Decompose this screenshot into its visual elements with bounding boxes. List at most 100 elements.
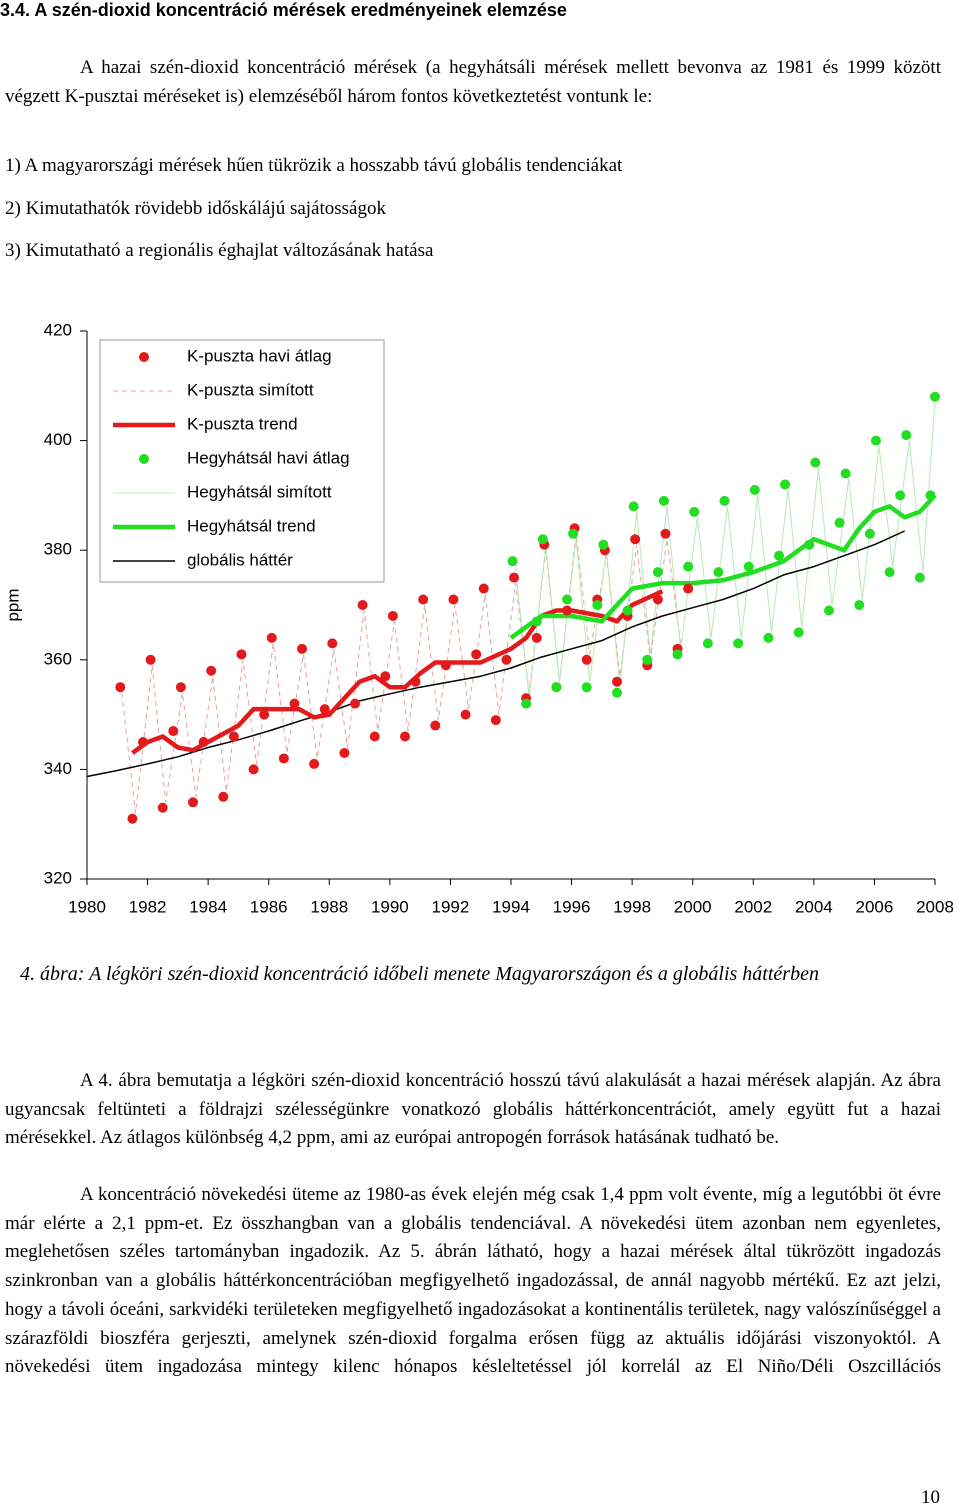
x-tick-label: 1980 [68, 897, 106, 916]
data-point [925, 490, 936, 501]
data-point [188, 797, 198, 808]
data-point [127, 813, 138, 824]
data-point [297, 643, 308, 654]
data-point [864, 528, 875, 539]
data-point [592, 600, 603, 610]
data-point [713, 567, 724, 578]
legend-symbol [139, 454, 149, 464]
caption: 4. ábra: A légköri szén-dioxid koncentrá… [20, 963, 819, 985]
x-tick-label: 1994 [492, 897, 530, 916]
data-point [763, 632, 774, 643]
x-tick-label: 1990 [371, 897, 409, 916]
x-tick-label: 1982 [129, 897, 167, 916]
data-point [689, 506, 700, 517]
data-point [490, 715, 501, 726]
x-tick-label: 1998 [613, 897, 651, 916]
y-tick-label: 320 [44, 868, 72, 887]
y-tick-label: 360 [44, 649, 72, 668]
y-tick-label: 400 [44, 430, 72, 449]
list-item: 1) A magyarországi mérések hűen tükrözik… [5, 155, 623, 176]
data-point [259, 709, 270, 720]
data-point [901, 430, 912, 441]
data-point [793, 627, 804, 638]
data-point [369, 731, 380, 742]
x-tick-label: 2002 [734, 897, 772, 916]
legend-label: Hegyhátsál havi átlag [187, 448, 350, 467]
legend-label: K-puszta simított [187, 380, 314, 399]
heading: 3.4. A szén-dioxid koncentráció mérések … [0, 0, 567, 20]
data-point [810, 457, 821, 468]
data-point [168, 726, 179, 737]
x-tick-label: 1984 [189, 897, 227, 916]
data-point [228, 731, 239, 742]
y-axis-label: ppm [3, 588, 22, 621]
legend-label: Hegyhátsál trend [187, 516, 316, 535]
data-point [774, 550, 785, 561]
x-tick-label: 1986 [250, 897, 288, 916]
data-point [562, 594, 573, 605]
series-line [509, 493, 937, 640]
data-point [884, 567, 895, 578]
legend-label: Hegyhátsál simított [187, 482, 332, 501]
legend-label: globális háttér [187, 550, 293, 569]
paragraph: A koncentráció növekedési üteme az 1980-… [5, 1184, 941, 1378]
x-tick-label: 1996 [553, 897, 591, 916]
y-tick-label: 380 [44, 540, 72, 559]
list-item: 2) Kimutathatók rövidebb időskálájú sajá… [5, 198, 386, 219]
data-point [460, 709, 471, 720]
data-point [683, 583, 694, 594]
data-point [289, 698, 300, 709]
data-point [521, 698, 532, 709]
data-point [930, 391, 940, 402]
data-point [581, 682, 592, 693]
data-point [501, 654, 512, 665]
data-point [507, 556, 518, 567]
data-point [357, 600, 368, 610]
data-point [895, 490, 906, 501]
data-point [780, 479, 791, 490]
data-point [749, 484, 760, 495]
page-number: 10 [921, 1487, 940, 1508]
data-point [834, 517, 845, 528]
data-point [218, 791, 229, 802]
data-point [319, 704, 330, 715]
data-point [652, 594, 663, 605]
data-point [683, 561, 694, 572]
data-point [471, 649, 482, 660]
data-point [642, 654, 653, 665]
data-point [824, 605, 834, 616]
data-point [309, 758, 320, 769]
data-point [145, 654, 156, 665]
data-point [854, 600, 865, 610]
paragraph: A 4. ábra bemutatja a légköri szén-dioxi… [5, 1070, 941, 1149]
data-point [278, 753, 289, 764]
data-point [380, 671, 391, 682]
data-point [702, 638, 713, 649]
data-point [115, 682, 126, 693]
data-point [628, 501, 639, 512]
chart: 320 340 360 380 400 420 1980 1982 1984 1986 1988 19… [3, 320, 954, 916]
data-point [537, 534, 548, 545]
data-point [387, 610, 398, 621]
list-item: 3) Kimutatható a regionális éghajlat vál… [5, 240, 434, 261]
data-point [870, 435, 881, 446]
data-point [410, 676, 421, 687]
data-point [430, 720, 441, 731]
x-tick-label: 2008 [916, 897, 954, 916]
data-point [531, 632, 542, 643]
data-point [198, 737, 209, 747]
series-line [121, 533, 682, 814]
data-point [598, 539, 609, 550]
data-point [400, 731, 410, 742]
data-point [418, 594, 429, 605]
data-point [660, 528, 671, 539]
data-point [266, 632, 277, 643]
data-point [743, 561, 754, 572]
data-point [622, 605, 633, 616]
series-line [515, 402, 936, 699]
data-point [157, 802, 168, 813]
x-tick-label: 2000 [674, 897, 712, 916]
data-point [339, 747, 350, 758]
x-tick-label: 1988 [310, 897, 348, 916]
